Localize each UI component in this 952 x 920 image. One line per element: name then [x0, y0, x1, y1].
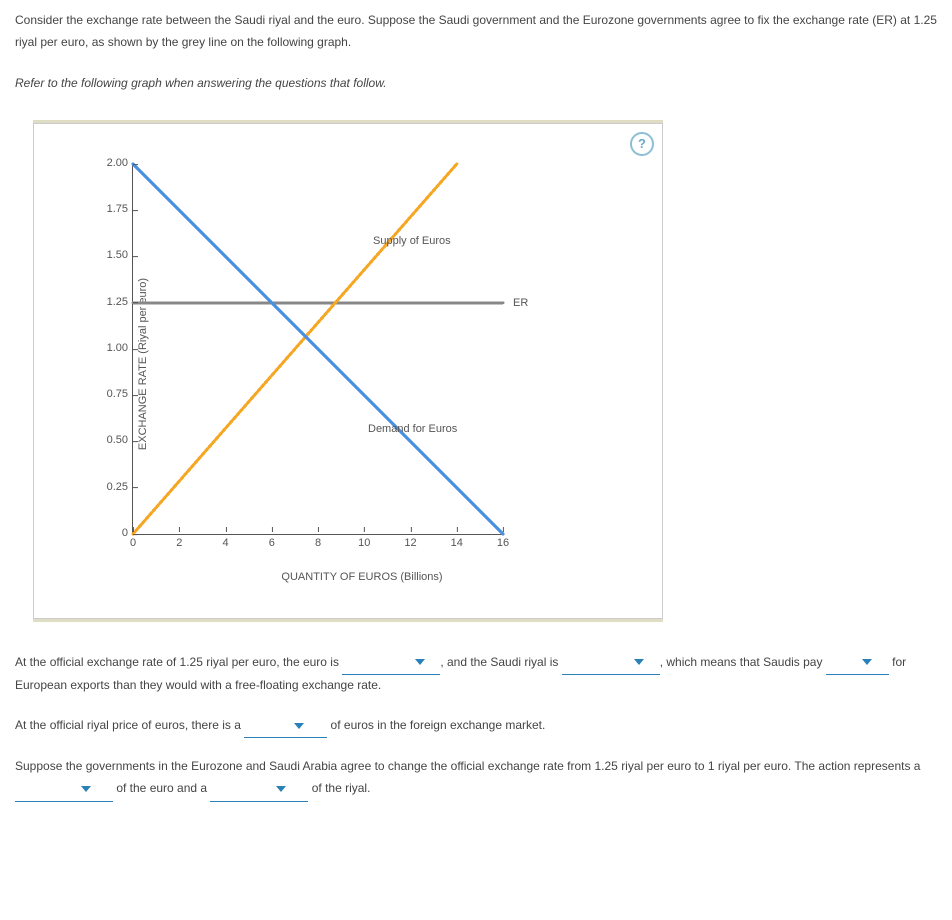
graph-section: ? EXCHANGE RATE (Riyal per euro) 00.250.… — [33, 120, 663, 622]
dropdown-riyal-change[interactable] — [210, 778, 308, 802]
q1-text-c: , which means that Saudis pay — [660, 655, 826, 669]
chart-area: EXCHANGE RATE (Riyal per euro) 00.250.50… — [84, 164, 612, 564]
x-tick: 8 — [315, 534, 321, 554]
x-axis-label: QUANTITY OF EUROS (Billions) — [112, 568, 612, 588]
dropdown-pay-more-less[interactable] — [826, 652, 889, 676]
chevron-down-icon — [81, 786, 91, 792]
q3-text-b: of the euro and a — [113, 781, 210, 795]
x-tick: 12 — [404, 534, 416, 554]
chevron-down-icon — [415, 659, 425, 665]
supply-label: Supply of Euros — [373, 232, 451, 252]
help-icon[interactable]: ? — [630, 132, 654, 156]
chevron-down-icon — [862, 659, 872, 665]
dropdown-riyal-valuation[interactable] — [562, 652, 660, 676]
y-tick: 0.75 — [93, 385, 128, 405]
y-tick: 0.25 — [93, 478, 128, 498]
x-tick: 0 — [130, 534, 136, 554]
q3-text-a: Suppose the governments in the Eurozone … — [15, 759, 920, 773]
supply-line — [133, 164, 457, 534]
dropdown-euro-valuation[interactable] — [342, 652, 440, 676]
dropdown-surplus-shortage[interactable] — [244, 715, 327, 739]
x-tick: 14 — [451, 534, 463, 554]
x-tick: 10 — [358, 534, 370, 554]
demand-line — [133, 164, 503, 534]
y-tick: 2.00 — [93, 154, 128, 174]
chevron-down-icon — [294, 723, 304, 729]
question-2: At the official riyal price of euros, th… — [15, 715, 937, 739]
question-1: At the official exchange rate of 1.25 ri… — [15, 652, 937, 697]
y-tick: 1.25 — [93, 293, 128, 313]
q2-text-a: At the official riyal price of euros, th… — [15, 718, 244, 732]
chart-plot: 00.250.500.751.001.251.501.752.000246810… — [132, 164, 503, 535]
er-label: ER — [513, 294, 528, 314]
x-tick: 6 — [269, 534, 275, 554]
questions-block: At the official exchange rate of 1.25 ri… — [15, 652, 937, 802]
chevron-down-icon — [634, 659, 644, 665]
question-3: Suppose the governments in the Eurozone … — [15, 756, 937, 801]
refer-note: Refer to the following graph when answer… — [15, 73, 937, 95]
x-tick: 2 — [176, 534, 182, 554]
q1-text-b: , and the Saudi riyal is — [440, 655, 561, 669]
dropdown-euro-change[interactable] — [15, 778, 113, 802]
intro-text: Consider the exchange rate between the S… — [15, 10, 937, 53]
divider-bottom — [33, 619, 663, 622]
y-tick: 1.50 — [93, 246, 128, 266]
y-tick: 1.75 — [93, 200, 128, 220]
q1-text-a: At the official exchange rate of 1.25 ri… — [15, 655, 342, 669]
graph-panel: ? EXCHANGE RATE (Riyal per euro) 00.250.… — [33, 123, 663, 619]
q2-text-b: of euros in the foreign exchange market. — [327, 718, 545, 732]
x-tick: 16 — [497, 534, 509, 554]
chevron-down-icon — [276, 786, 286, 792]
q3-text-c: of the riyal. — [308, 781, 370, 795]
y-tick: 0 — [93, 524, 128, 544]
x-tick: 4 — [222, 534, 228, 554]
y-tick: 1.00 — [93, 339, 128, 359]
y-tick: 0.50 — [93, 431, 128, 451]
demand-label: Demand for Euros — [368, 420, 457, 440]
